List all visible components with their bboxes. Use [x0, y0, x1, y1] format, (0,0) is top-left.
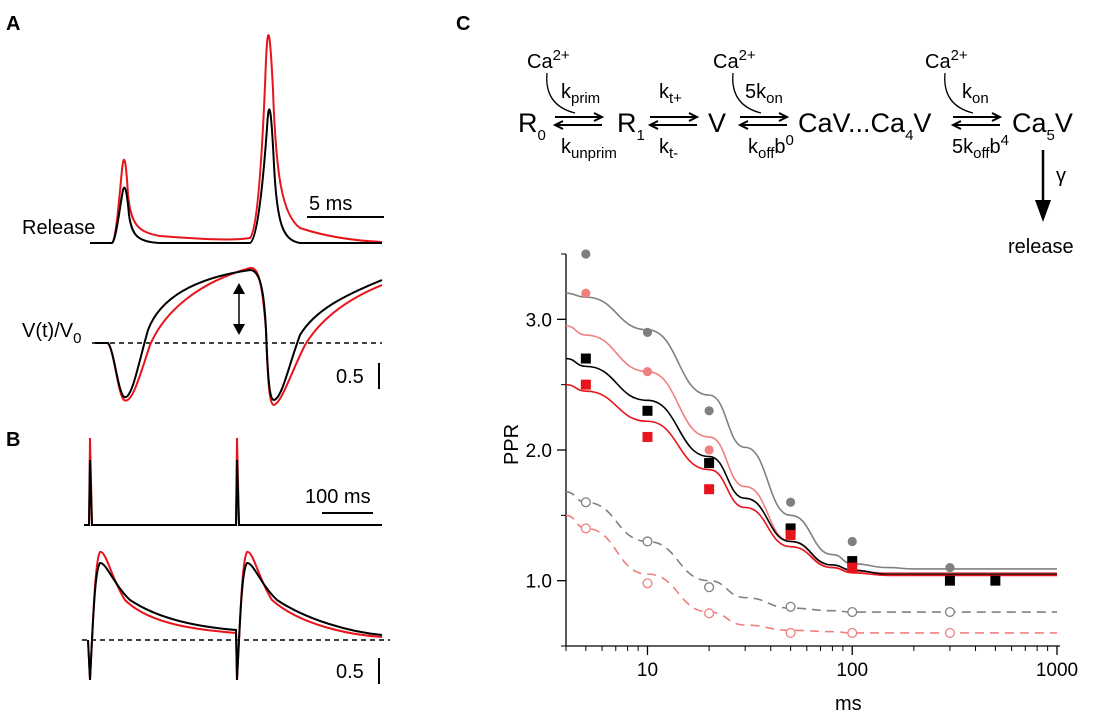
release-label-c: release [1008, 236, 1074, 258]
fit-line-red-square [565, 383, 1057, 577]
fit-line-gray-filled [565, 292, 1057, 570]
scheme-ca-1: Ca2+ [527, 47, 570, 73]
point-pink-open [704, 608, 715, 619]
point-gray-filled [642, 327, 653, 337]
point-pink-open [642, 578, 653, 589]
point-gray-open [642, 536, 653, 547]
voltage-label: V(t)/V0 [22, 320, 81, 347]
panel-b-release-red [84, 437, 382, 526]
ppr-chart: 10 100 1000 1.0 2.0 3.0 PPR ms [501, 249, 1078, 715]
release-arrow-icon [1035, 200, 1051, 222]
voltage-trace-black [95, 268, 383, 402]
scheme-v: V [708, 108, 726, 138]
rate-gamma: γ [1056, 165, 1066, 187]
panel-b-voltage-black [87, 562, 383, 681]
rate-5kon: 5kon [745, 81, 783, 107]
point-black-square [785, 523, 796, 534]
rate-kunprim: kunprim [561, 136, 617, 162]
point-gray-open [580, 497, 591, 508]
point-black-square [580, 353, 591, 364]
point-black-square [704, 458, 715, 469]
point-pink-open [580, 523, 591, 534]
scheme-ca-3: Ca2+ [925, 47, 968, 73]
point-gray-filled [581, 249, 591, 259]
rate-koff-b0: koffb0 [748, 132, 794, 162]
rate-5koff-b4: 5koffb4 [952, 132, 1009, 162]
panel-b-release-black [84, 459, 382, 526]
panel-b-amp-scalebar: 0.5 [336, 658, 380, 684]
point-gray-open [704, 582, 715, 593]
point-gray-filled [945, 563, 955, 573]
release-label: Release [22, 217, 95, 239]
rate-kon: kon [962, 81, 989, 107]
scheme-r1: R1 [617, 108, 645, 144]
x-tick-label-100: 100 [836, 660, 868, 681]
point-gray-filled [786, 497, 796, 507]
y-tick-label-3.0: 3.0 [526, 310, 552, 331]
fit-line-pink-filled [565, 325, 1057, 574]
panel-b-time-scale-label: 100 ms [305, 486, 371, 508]
point-pink-open [847, 627, 858, 638]
panel-b-release-traces [84, 437, 382, 526]
panel-a-time-scale-label: 5 ms [309, 193, 352, 215]
rate-kt-plus: kt+ [659, 81, 682, 107]
point-red-square [785, 529, 796, 540]
panel-b-voltage-traces [82, 551, 390, 681]
point-pink-filled [581, 288, 591, 298]
point-pink-filled [642, 367, 653, 377]
point-red-square [580, 379, 591, 390]
panel-a-amp-scalebar: 0.5 [336, 363, 380, 389]
y-tick-label-2.0: 2.0 [526, 441, 552, 462]
scheme-r0: R0 [518, 108, 546, 144]
panel-a-amp-scale-label: 0.5 [336, 366, 364, 388]
panel-b-amp-scale-label: 0.5 [336, 661, 364, 683]
release-trace-black [90, 108, 382, 244]
kinetic-scheme: Ca2+ Ca2+ Ca2+ R0 R1 V CaV...Ca4V Ca5V k… [518, 47, 1074, 258]
panel-a-voltage-traces [92, 266, 383, 407]
point-gray-filled [847, 536, 857, 547]
point-gray-open [785, 601, 796, 612]
y-axis-label: PPR [501, 424, 523, 465]
scheme-ca-2: Ca2+ [713, 47, 756, 73]
panel-label-a: A [6, 13, 20, 35]
fit-line-black-square [565, 357, 1057, 575]
x-axis-label: ms [835, 693, 862, 715]
rate-kprim: kprim [561, 81, 600, 107]
point-red-square [642, 431, 653, 442]
panel-label-c: C [456, 13, 470, 35]
scheme-ca5v: Ca5V [1012, 108, 1073, 144]
point-gray-open [944, 606, 955, 618]
point-black-square [642, 405, 653, 416]
point-red-square [847, 562, 858, 573]
point-pink-open [944, 627, 955, 638]
panel-a-release-traces [90, 34, 383, 244]
point-gray-open [847, 606, 858, 618]
y-tick-label-1.0: 1.0 [526, 572, 552, 593]
point-pink-open [785, 627, 796, 638]
release-trace-red [90, 34, 383, 244]
point-red-square [704, 484, 715, 495]
panel-label-b: B [6, 429, 20, 451]
panel-a-time-scalebar: 5 ms [307, 193, 384, 218]
x-tick-label-10: 10 [637, 660, 658, 681]
x-tick-label-1000: 1000 [1036, 660, 1078, 681]
point-black-square [847, 556, 858, 567]
point-black-square [990, 575, 1001, 586]
point-black-square [944, 575, 955, 586]
panel-b-time-scalebar: 100 ms [305, 486, 373, 514]
point-pink-filled [704, 445, 714, 455]
rate-kt-minus: kt- [659, 136, 678, 162]
scheme-cav: CaV...Ca4V [798, 108, 931, 144]
fit-line-gray-open [565, 491, 1057, 613]
point-gray-filled [704, 406, 714, 416]
